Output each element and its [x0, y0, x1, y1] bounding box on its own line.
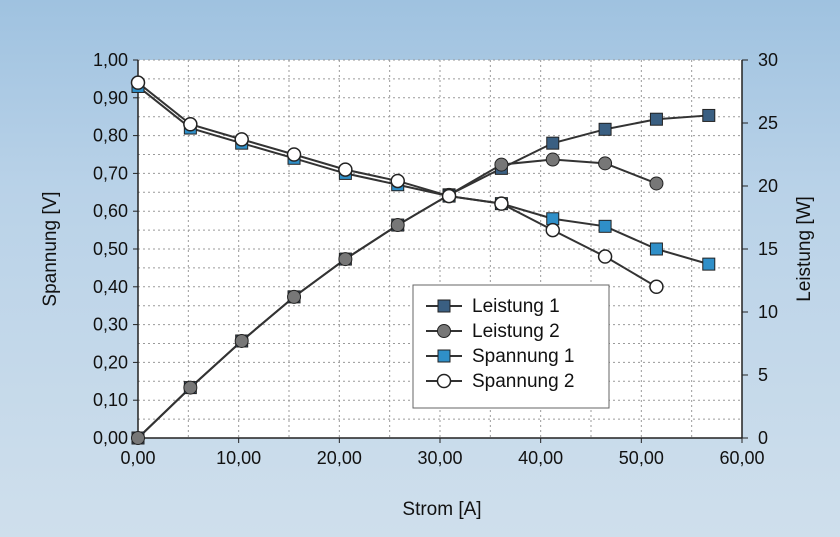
- data-point-series-2: [390, 218, 405, 233]
- data-point-series-1: [546, 136, 560, 150]
- y2-tick-label: 20: [758, 176, 778, 196]
- legend-marker: [437, 349, 451, 363]
- y-tick-label: 0,90: [93, 88, 128, 108]
- data-point-series-2: [338, 252, 353, 267]
- y2-axis-title: Leistung [W]: [794, 196, 815, 302]
- y-tick-label: 0,50: [93, 239, 128, 259]
- x-tick-label: 0,00: [120, 448, 155, 468]
- data-point-series-1: [649, 112, 663, 126]
- series-markers: [130, 75, 716, 445]
- data-point-series-1: [702, 108, 716, 122]
- y-tick-label: 0,70: [93, 163, 128, 183]
- data-point-series-1: [598, 122, 612, 136]
- data-point-series-2: [545, 152, 560, 167]
- data-point-series-4: [338, 162, 353, 177]
- y2-tick-label: 5: [758, 365, 768, 385]
- y-axis-title: Spannung [V]: [40, 191, 61, 306]
- x-tick-label: 20,00: [317, 448, 362, 468]
- legend-marker: [436, 373, 452, 389]
- y-tick-label: 0,80: [93, 126, 128, 146]
- x-tick-label: 30,00: [417, 448, 462, 468]
- y-tick-label: 0,10: [93, 390, 128, 410]
- y2-tick-label: 25: [758, 113, 778, 133]
- legend: Leistung 1 Leistung 2 Spannung 1 Spannung 2: [412, 284, 610, 409]
- y-tick-label: 0,30: [93, 315, 128, 335]
- data-point-series-3: [598, 219, 612, 233]
- y2-tick-label: 0: [758, 428, 768, 448]
- data-point-series-2: [131, 431, 145, 445]
- y-tick-label: 0,20: [93, 352, 128, 372]
- data-point-series-3: [649, 242, 663, 256]
- x-tick-label: 40,00: [518, 448, 563, 468]
- data-point-series-2: [183, 380, 198, 395]
- data-point-series-4: [494, 196, 509, 211]
- y-tick-label: 0,60: [93, 201, 128, 221]
- tick-labels: 0,00 10,00 20,00 30,00 40,00 50,00 60,00 0,00 0,…: [93, 50, 778, 468]
- data-point-series-4: [234, 132, 249, 147]
- axes: [133, 59, 748, 443]
- y2-tick-label: 15: [758, 239, 778, 259]
- data-point-series-4: [390, 173, 405, 189]
- data-point-series-4: [545, 222, 560, 238]
- data-point-series-2: [649, 176, 664, 191]
- data-point-series-4: [286, 147, 302, 162]
- y2-tick-label: 30: [758, 50, 778, 70]
- data-point-series-4: [130, 75, 146, 90]
- legend-marker: [437, 299, 451, 313]
- data-point-series-2: [494, 157, 509, 172]
- legend-marker: [437, 324, 451, 338]
- data-point-series-4: [183, 117, 198, 132]
- data-point-series-4: [649, 279, 664, 295]
- y-tick-label: 1,00: [93, 50, 128, 70]
- data-point-series-2: [234, 333, 249, 348]
- data-point-series-4: [441, 188, 457, 204]
- x-tick-label: 60,00: [719, 448, 764, 468]
- x-tick-label: 10,00: [216, 448, 261, 468]
- y2-tick-label: 10: [758, 302, 778, 322]
- legend-label: Spannung 1: [472, 346, 575, 367]
- data-point-series-2: [287, 289, 302, 304]
- data-point-series-4: [597, 249, 613, 264]
- legend-label: Leistung 2: [472, 321, 560, 342]
- data-point-series-2: [598, 156, 613, 171]
- y-tick-label: 0,00: [93, 428, 128, 448]
- y-tick-label: 0,40: [93, 277, 128, 297]
- legend-label: Spannung 2: [472, 371, 575, 392]
- legend-label: Leistung 1: [472, 296, 560, 317]
- x-axis-title: Strom [A]: [402, 499, 481, 520]
- series-line-3: [137, 85, 710, 266]
- x-tick-label: 50,00: [619, 448, 664, 468]
- data-point-series-3: [702, 257, 716, 271]
